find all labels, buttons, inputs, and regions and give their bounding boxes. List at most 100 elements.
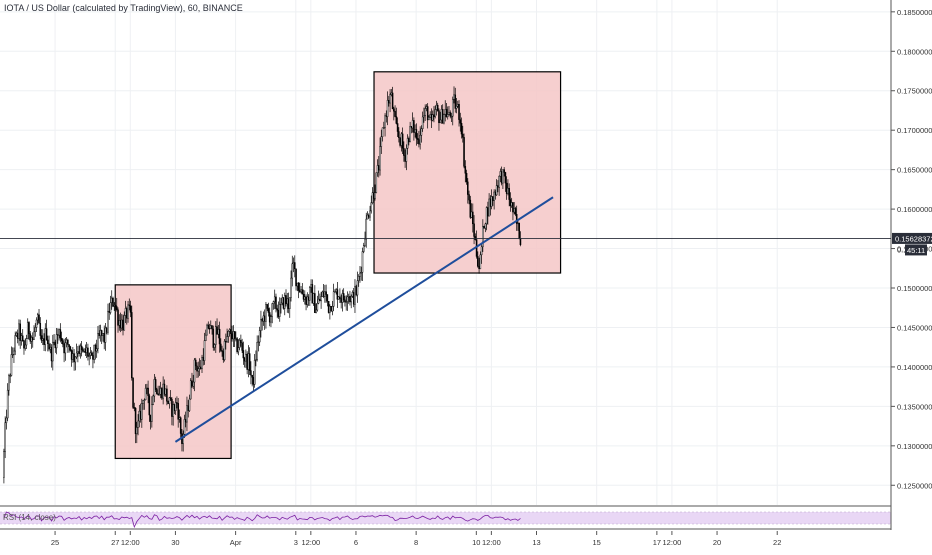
candle-body <box>504 172 507 184</box>
candle-body <box>84 348 87 353</box>
candle-body <box>6 389 9 419</box>
annotation-layer[interactable] <box>114 71 562 460</box>
candle-body <box>243 357 246 362</box>
time-tick-label: 17 <box>653 538 661 547</box>
candle-body <box>257 341 260 344</box>
candle-body <box>107 310 109 333</box>
candle-body <box>372 192 375 199</box>
time-tick-label: 10 <box>472 538 480 547</box>
candle-body <box>413 120 415 133</box>
candle-body <box>488 198 490 217</box>
candle-body <box>375 172 378 194</box>
candle-body <box>186 405 188 423</box>
candle-body <box>362 245 365 252</box>
candle-body <box>335 289 337 292</box>
candle-body <box>226 336 228 342</box>
rsi-label: RSI (14, close) <box>3 513 56 522</box>
candle-body <box>467 181 469 195</box>
candle-body <box>256 342 258 360</box>
candle-body <box>93 344 95 360</box>
candle-body <box>299 290 301 293</box>
candle-body <box>115 306 118 310</box>
candle-body <box>129 305 132 313</box>
candle-body <box>404 155 406 162</box>
candle-body <box>68 344 70 348</box>
candle-body <box>344 299 346 303</box>
candle-body <box>113 305 116 307</box>
candle-body <box>110 297 113 303</box>
candle-body <box>514 208 517 215</box>
candle-body <box>139 410 142 420</box>
candle-body <box>58 329 60 336</box>
highlight-rectangle[interactable] <box>114 284 232 460</box>
candle-body <box>65 339 68 344</box>
candle-body <box>147 387 149 397</box>
candle-body <box>385 115 388 117</box>
candle-body <box>281 297 284 304</box>
candle-body <box>405 148 408 162</box>
candle-body <box>119 320 122 329</box>
candle-body <box>272 301 275 304</box>
candle-body <box>122 319 124 331</box>
candle-body <box>428 117 430 121</box>
chart-title: IOTA / US Dollar (calculated by TradingV… <box>4 3 243 13</box>
candle-body <box>227 331 230 337</box>
candle-body <box>288 297 291 309</box>
candle-body <box>48 343 50 350</box>
candle-body <box>90 352 93 356</box>
candle-body <box>5 417 8 423</box>
candle-body <box>250 370 252 376</box>
candle-body <box>311 284 314 304</box>
time-tick-label: 12:00 <box>121 538 140 547</box>
candle-body <box>510 202 513 207</box>
candle-body <box>252 377 255 385</box>
candle-body <box>33 331 35 340</box>
candle-body <box>132 377 134 408</box>
candle-body <box>337 296 340 300</box>
candle-body <box>450 115 453 118</box>
candle-body <box>10 354 13 376</box>
candle-body <box>414 129 416 133</box>
time-axis[interactable]: 25 27 12:00 30 Apr 3 12:00 6 8 10 12:00 13 15 17 12:00… <box>51 531 782 547</box>
candle-body <box>29 333 32 342</box>
candle-body <box>161 388 163 399</box>
candle-body <box>278 304 281 317</box>
candle-body <box>218 328 221 345</box>
candle-body <box>512 202 514 213</box>
candle-body <box>396 123 399 132</box>
candle-body <box>498 175 500 188</box>
candle-body <box>225 340 227 343</box>
candle-body <box>19 323 21 341</box>
candle-body <box>421 116 424 130</box>
candle-body <box>222 351 225 361</box>
highlight-rectangle[interactable] <box>373 71 562 274</box>
candle-body <box>223 340 226 361</box>
candle-body <box>477 256 479 267</box>
candle-body <box>163 383 166 395</box>
candle-body <box>95 348 98 352</box>
candle-body <box>134 407 137 435</box>
candle-body <box>179 417 182 434</box>
candle-body <box>463 137 465 167</box>
candle-body <box>64 342 67 354</box>
candle-body <box>331 306 334 312</box>
candle-body <box>154 379 157 390</box>
candle-body <box>345 301 347 303</box>
candle-body <box>276 308 279 311</box>
candle-body <box>443 114 445 124</box>
candle-body <box>248 353 251 371</box>
candle-body <box>296 282 299 287</box>
candle-body <box>69 346 72 351</box>
rsi-pane[interactable] <box>0 505 891 530</box>
candle-body <box>395 116 398 124</box>
candle-body <box>304 296 306 300</box>
candle-body <box>109 302 112 313</box>
